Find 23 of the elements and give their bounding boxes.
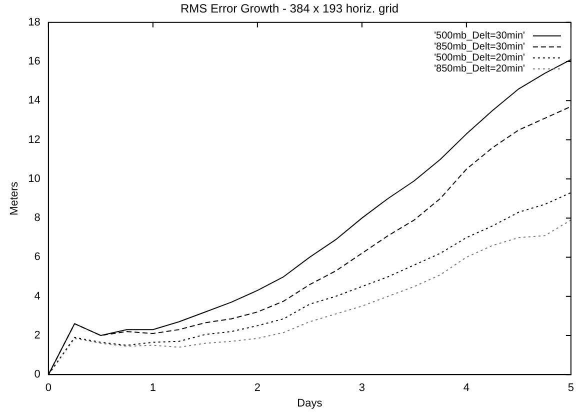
- y-tick-label: 14: [28, 94, 40, 107]
- y-tick-label: 6: [34, 251, 40, 264]
- y-tick-label: 0: [34, 368, 40, 381]
- y-tick-label: 16: [28, 56, 40, 68]
- legend-label: '500mb_Delt=20min': [434, 52, 526, 64]
- y-tick-label: 12: [28, 134, 40, 146]
- legend-label: '850mb_Delt=30min': [434, 42, 526, 53]
- chart-title: RMS Error Growth - 384 x 193 horiz. grid: [180, 2, 399, 16]
- y-tick-label: 18: [28, 16, 40, 28]
- legend-label: '500mb_Delt=30min': [434, 30, 526, 42]
- x-tick-label: 3: [358, 382, 365, 394]
- y-tick-label: 2: [34, 330, 40, 342]
- y-axis-title: Meters: [8, 181, 21, 216]
- y-tick-label: 4: [34, 290, 40, 302]
- x-axis-title: Days: [297, 397, 323, 410]
- x-tick-label: 0: [45, 382, 52, 394]
- y-tick-label: 8: [34, 212, 40, 224]
- x-tick-label: 2: [254, 382, 260, 394]
- x-tick-label: 1: [150, 382, 156, 394]
- y-tick-label: 10: [28, 172, 40, 185]
- x-tick-label: 4: [463, 382, 470, 394]
- legend-label: '850mb_Delt=20min': [434, 64, 526, 75]
- x-tick-label: 5: [568, 382, 574, 394]
